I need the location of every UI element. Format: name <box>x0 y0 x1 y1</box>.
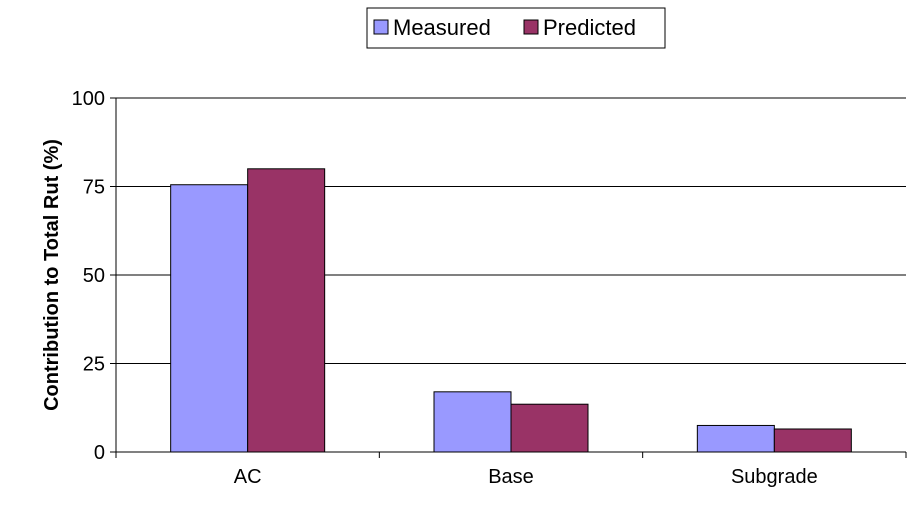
y-axis-title: Contribution to Total Rut (%) <box>41 139 63 411</box>
bar-measured-ac <box>170 184 249 453</box>
x-category-label-base: Base <box>488 466 534 488</box>
y-tick-label-50: 50 <box>83 265 105 287</box>
bar-measured-base <box>433 391 512 453</box>
y-tick-label-25: 25 <box>83 354 105 376</box>
legend-label-predicted: Predicted <box>543 15 636 40</box>
y-tick-label-75: 75 <box>83 177 105 199</box>
bars <box>170 168 852 453</box>
axes <box>110 97 907 458</box>
x-category-label-ac: AC <box>234 466 262 488</box>
bar-predicted-base <box>510 403 589 453</box>
bar-predicted-ac <box>247 168 326 453</box>
legend-swatch-measured <box>373 19 389 35</box>
legend-label-measured: Measured <box>393 15 491 40</box>
legend-border <box>366 7 666 49</box>
legend: Measured Predicted <box>366 7 666 49</box>
y-tick-label-100: 100 <box>72 88 105 110</box>
axis-labels: 0 25 50 75 100 AC Base Subgrade <box>72 88 818 488</box>
x-category-label-subgrade: Subgrade <box>731 466 818 488</box>
bar-predicted-subgrade <box>773 428 852 453</box>
bar-measured-subgrade <box>696 424 775 453</box>
y-tick-label-0: 0 <box>94 442 105 464</box>
legend-swatch-predicted <box>523 19 539 35</box>
